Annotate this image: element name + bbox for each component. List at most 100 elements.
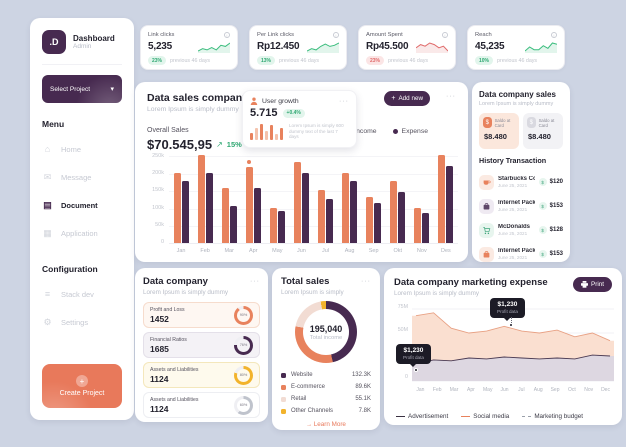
brand-subtitle: Admin	[73, 43, 92, 50]
legend-dot	[392, 129, 398, 134]
metric-label: Financial Ratios	[150, 336, 187, 343]
income-bar	[318, 190, 325, 243]
sparkline-chart	[525, 42, 557, 53]
bar-chart-y-axis: 250k 200k 150k 100k 50k 0	[152, 153, 164, 245]
chevron-down-icon	[110, 85, 114, 93]
gauge-chart: 76%	[234, 335, 253, 355]
saldo-tiles: Saldo at Card $8.480 Saldo at Card $8.48…	[479, 113, 563, 149]
bar-group	[338, 156, 362, 243]
sidebar-menu-item[interactable]: ▦ Application	[42, 224, 122, 242]
configuration-heading: Configuration	[42, 264, 98, 274]
transaction-date: June 25, 2021	[498, 207, 528, 212]
company-metric-row[interactable]: Financial Ratios 1685 76%	[143, 332, 260, 358]
info-icon[interactable]	[224, 32, 230, 38]
legend-label: Social media	[473, 413, 510, 420]
transaction-date: June 25, 2021	[498, 231, 528, 236]
config-item-label: Stack dev	[61, 289, 94, 299]
select-project-dropdown[interactable]: Select Project	[42, 75, 122, 103]
sidebar-menu-item[interactable]: ✉ Message	[42, 168, 122, 186]
sparkline-chart	[198, 42, 230, 53]
expense-bar	[422, 213, 430, 243]
divider	[42, 64, 122, 65]
create-project-label: Create Project	[59, 390, 105, 397]
stat-change-badge: 23%	[366, 56, 385, 65]
add-new-button[interactable]: Add new	[384, 91, 430, 106]
metric-label: Assets and Liabilities	[150, 396, 199, 403]
company-metric-row[interactable]: Assets and Liabilities 1124 80%	[143, 362, 260, 388]
income-bar	[197, 155, 205, 243]
bar-chart-plot	[169, 155, 458, 244]
income-bar	[438, 155, 446, 243]
saldo-tile[interactable]: Saldo at Card $8.480	[479, 113, 519, 149]
bag-icon	[479, 198, 494, 214]
legend-label: Website	[291, 372, 313, 378]
legend-line-swatch	[396, 416, 405, 417]
user-growth-badge: +0.4%	[282, 108, 305, 118]
create-project-button[interactable]: Create Project	[42, 364, 122, 408]
transaction-name: Internet Package	[498, 248, 535, 254]
select-project-label: Select Project	[50, 85, 91, 93]
card-title: Data company sales	[479, 90, 556, 99]
saldo-tile[interactable]: Saldo at Card $8.480	[523, 113, 563, 149]
data-sales-company-card: Data sales company Lorem Ipsum is simply…	[135, 82, 468, 262]
saldo-label: Saldo at Card	[494, 117, 511, 128]
learn-more-link[interactable]: Learn More	[281, 421, 371, 428]
legend-item: Marketing budget	[522, 413, 583, 420]
sidebar: .D Dashboard Admin Select Project Menu ⌂…	[30, 18, 134, 420]
bag-icon	[479, 246, 494, 262]
company-metric-row[interactable]: Profit and Loss 1452 90%	[143, 302, 260, 328]
transaction-row[interactable]: Internet Package June 25, 2021 $153	[479, 194, 563, 218]
sparkline-chart	[416, 42, 448, 53]
plus-icon	[391, 95, 395, 102]
marketing-expense-card: Data company marketing expense Lorem Ips…	[384, 268, 622, 425]
stat-change-badge: 10%	[475, 56, 494, 65]
overall-sales-value: $70.545,95	[147, 137, 213, 152]
info-icon[interactable]	[551, 32, 557, 38]
income-bar	[245, 167, 253, 243]
saldo-value: $8.480	[484, 132, 507, 141]
print-button[interactable]: Print	[573, 277, 612, 292]
user-icon	[250, 97, 258, 105]
bar-chart-legend: Income Expense	[345, 128, 428, 135]
sidebar-menu-item[interactable]: ⌂ Home	[42, 140, 122, 158]
sidebar-config-item[interactable]: ≡ Stack dev	[42, 285, 122, 303]
paid-icon	[538, 250, 547, 258]
expense-bar	[374, 202, 382, 243]
stat-title: Per Link clicks	[257, 32, 295, 38]
menu-item-label: Application	[61, 228, 98, 238]
card-title: Data company	[143, 276, 208, 287]
legend-label: Marketing budget	[534, 413, 583, 420]
company-metric-row[interactable]: Assets and Liabilities 1124 60%	[143, 392, 260, 418]
info-icon[interactable]	[333, 32, 339, 38]
stack-icon: ≡	[44, 289, 51, 299]
history-transaction-heading: History Transaction	[479, 156, 547, 165]
bar-group	[313, 156, 337, 243]
transaction-row[interactable]: Internet Package June 25, 2021 $153	[479, 242, 563, 266]
menu-list: ⌂ Home ✉ Message ▤ Document ▦ Applicatio…	[42, 140, 122, 242]
area-chart-x-axis: Jan Feb Mar Apr May Jun Jul Aug Sep Oct Nov Dec	[416, 387, 610, 393]
expense-bar	[205, 172, 213, 243]
sidebar-menu-item[interactable]: ▤ Document	[42, 196, 122, 214]
card-dollar-icon	[527, 117, 536, 128]
bar-group	[289, 156, 313, 243]
legend-value: 7.8K	[358, 408, 371, 414]
transaction-row[interactable]: Starbucks Coffee June 25, 2021 $120	[479, 170, 563, 194]
gauge-chart: 80%	[234, 365, 253, 385]
stat-card: Reach 45,235 10% previous 46 days	[467, 25, 565, 70]
transaction-price: $120	[549, 179, 563, 185]
sparkline-chart	[307, 42, 339, 53]
more-menu-icon[interactable]: ···	[361, 278, 371, 285]
transaction-row[interactable]: McDonalds June 25, 2021 $128	[479, 218, 563, 242]
menu-item-label: Message	[61, 172, 92, 182]
info-icon[interactable]	[442, 32, 448, 38]
metric-label: Profit and Loss	[150, 306, 185, 313]
more-menu-icon[interactable]: ···	[446, 93, 456, 100]
sidebar-config-item[interactable]: ⚙ Settings	[42, 313, 122, 331]
expense-bar	[301, 172, 309, 243]
bar-group	[217, 156, 241, 243]
card-subtitle: Lorem Ipsum is simply dummy	[143, 289, 229, 296]
more-menu-icon[interactable]: ···	[250, 278, 260, 285]
more-menu-icon[interactable]: ···	[339, 97, 349, 105]
stat-card: Link clicks 5,235 23% previous 46 days	[140, 25, 238, 70]
stat-title: Reach	[475, 32, 492, 38]
